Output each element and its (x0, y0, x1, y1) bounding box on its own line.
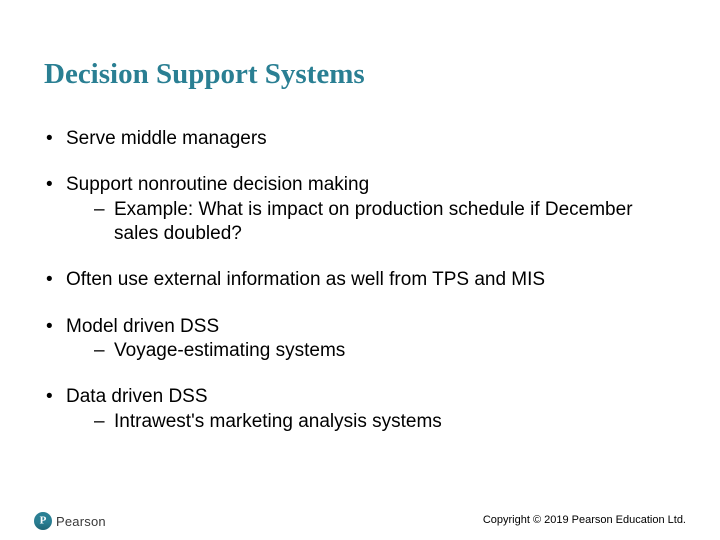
copyright-text: Copyright © 2019 Pearson Education Ltd. (483, 514, 686, 526)
bullet-item: Serve middle managers (44, 127, 676, 151)
pearson-logo-text: Pearson (56, 514, 106, 529)
sub-bullet-item: Voyage-estimating systems (94, 339, 676, 363)
slide-title: Decision Support Systems (44, 58, 676, 91)
sub-bullet-text: Intrawest's marketing analysis systems (114, 411, 442, 432)
bullet-item: Support nonroutine decision making Examp… (44, 173, 676, 246)
bullet-item: Model driven DSS Voyage-estimating syste… (44, 315, 676, 364)
bullet-text: Support nonroutine decision making (66, 174, 369, 195)
bullet-text: Serve middle managers (66, 128, 267, 149)
pearson-logo: Pearson (34, 512, 106, 530)
sub-bullet-list: Example: What is impact on production sc… (66, 198, 676, 247)
bullet-item: Often use external information as well f… (44, 268, 676, 292)
sub-bullet-item: Intrawest's marketing analysis systems (94, 410, 676, 434)
pearson-logo-icon (34, 512, 52, 530)
slide: Decision Support Systems Serve middle ma… (0, 0, 720, 540)
sub-bullet-text: Voyage-estimating systems (114, 340, 345, 361)
sub-bullet-text: Example: What is impact on production sc… (114, 199, 633, 244)
sub-bullet-list: Voyage-estimating systems (66, 339, 676, 363)
bullet-list: Serve middle managers Support nonroutine… (44, 127, 676, 434)
slide-content: Serve middle managers Support nonroutine… (44, 127, 676, 434)
sub-bullet-item: Example: What is impact on production sc… (94, 198, 676, 247)
bullet-item: Data driven DSS Intrawest's marketing an… (44, 385, 676, 434)
bullet-text: Data driven DSS (66, 386, 208, 407)
sub-bullet-list: Intrawest's marketing analysis systems (66, 410, 676, 434)
bullet-text: Often use external information as well f… (66, 269, 545, 290)
bullet-text: Model driven DSS (66, 316, 219, 337)
